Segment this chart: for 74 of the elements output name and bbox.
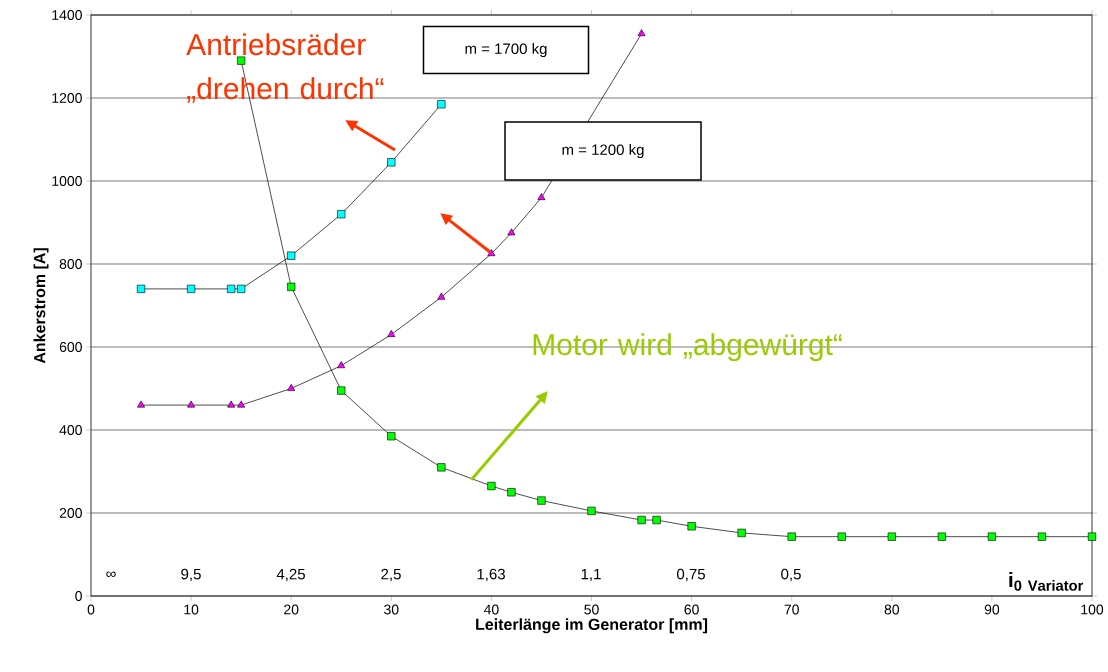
point bbox=[337, 210, 346, 219]
annotation: 4,25 bbox=[276, 568, 305, 582]
point bbox=[337, 386, 346, 395]
point bbox=[187, 400, 196, 408]
y-tick-label: 200 bbox=[59, 508, 82, 518]
y-tick-label: 800 bbox=[59, 259, 82, 269]
x-tick-label: 100 bbox=[1081, 604, 1104, 615]
point bbox=[507, 228, 516, 236]
y-axis-title: Ankerstrom [A] bbox=[33, 248, 49, 364]
x-tick-label: 10 bbox=[184, 604, 199, 615]
point bbox=[987, 532, 996, 541]
point bbox=[237, 56, 246, 65]
x-tick-label: 0 bbox=[87, 604, 95, 615]
point bbox=[187, 284, 196, 293]
point bbox=[287, 384, 296, 391]
x-tick-label: 90 bbox=[984, 604, 1000, 615]
point bbox=[487, 481, 496, 491]
point bbox=[587, 506, 596, 516]
x-tick-label: 20 bbox=[284, 604, 299, 615]
point bbox=[387, 330, 396, 337]
point bbox=[737, 528, 746, 538]
x-axis-title: Leiterlänge im Generator [mm] bbox=[476, 618, 708, 634]
annotation: 1,1 bbox=[581, 568, 601, 582]
point bbox=[637, 515, 646, 525]
point bbox=[887, 532, 896, 541]
point bbox=[287, 282, 296, 291]
y-tick-label: 1400 bbox=[52, 10, 82, 20]
point bbox=[487, 249, 496, 257]
point bbox=[337, 361, 346, 369]
x-tick-label: 40 bbox=[483, 604, 499, 615]
annotation: 9,5 bbox=[181, 568, 201, 582]
annotation: 0,5 bbox=[781, 568, 801, 582]
point bbox=[537, 496, 546, 505]
point bbox=[507, 488, 516, 497]
annotation: 1,63 bbox=[477, 568, 505, 582]
point bbox=[237, 400, 246, 408]
x-tick-label: 30 bbox=[384, 604, 399, 615]
point bbox=[227, 400, 236, 408]
point bbox=[787, 532, 796, 541]
y-tick-label: 600 bbox=[59, 342, 82, 352]
point bbox=[652, 515, 661, 525]
point bbox=[137, 400, 145, 408]
y-tick-label: 1200 bbox=[52, 93, 82, 103]
text: m = 1700 kg bbox=[465, 42, 547, 57]
point bbox=[1037, 532, 1047, 541]
x-tick-label: 50 bbox=[584, 604, 599, 615]
annotation: Antriebsräder „drehen durch“ bbox=[186, 33, 384, 103]
point bbox=[136, 284, 146, 293]
annotation: ∞ bbox=[106, 571, 116, 578]
point bbox=[1087, 532, 1097, 541]
point bbox=[437, 463, 446, 472]
annotation: Motor wird „abgewürgt“ bbox=[533, 333, 842, 362]
y-tick-label: 1000 bbox=[52, 176, 82, 186]
point bbox=[227, 284, 236, 293]
annotation: $\mathbf{i_{0\ Variator}}$ bbox=[1009, 571, 1084, 591]
point bbox=[537, 193, 546, 200]
point bbox=[637, 29, 646, 37]
point bbox=[387, 432, 396, 441]
point bbox=[687, 522, 696, 531]
point bbox=[387, 158, 396, 167]
x-tick-label: 60 bbox=[684, 604, 699, 615]
point bbox=[237, 284, 246, 293]
annotation: 2,5 bbox=[381, 568, 401, 582]
annotation: 0,75 bbox=[677, 568, 705, 582]
point bbox=[437, 292, 446, 300]
point bbox=[837, 532, 846, 541]
x-tick-label: 70 bbox=[784, 604, 799, 615]
y-tick-label: 400 bbox=[59, 425, 82, 435]
point bbox=[937, 532, 946, 541]
y-tick-label: 0 bbox=[75, 591, 82, 601]
x-tick-label: 80 bbox=[884, 604, 900, 615]
point bbox=[287, 251, 296, 260]
series-label: m = 1200 kg bbox=[562, 144, 644, 158]
point bbox=[437, 100, 446, 109]
